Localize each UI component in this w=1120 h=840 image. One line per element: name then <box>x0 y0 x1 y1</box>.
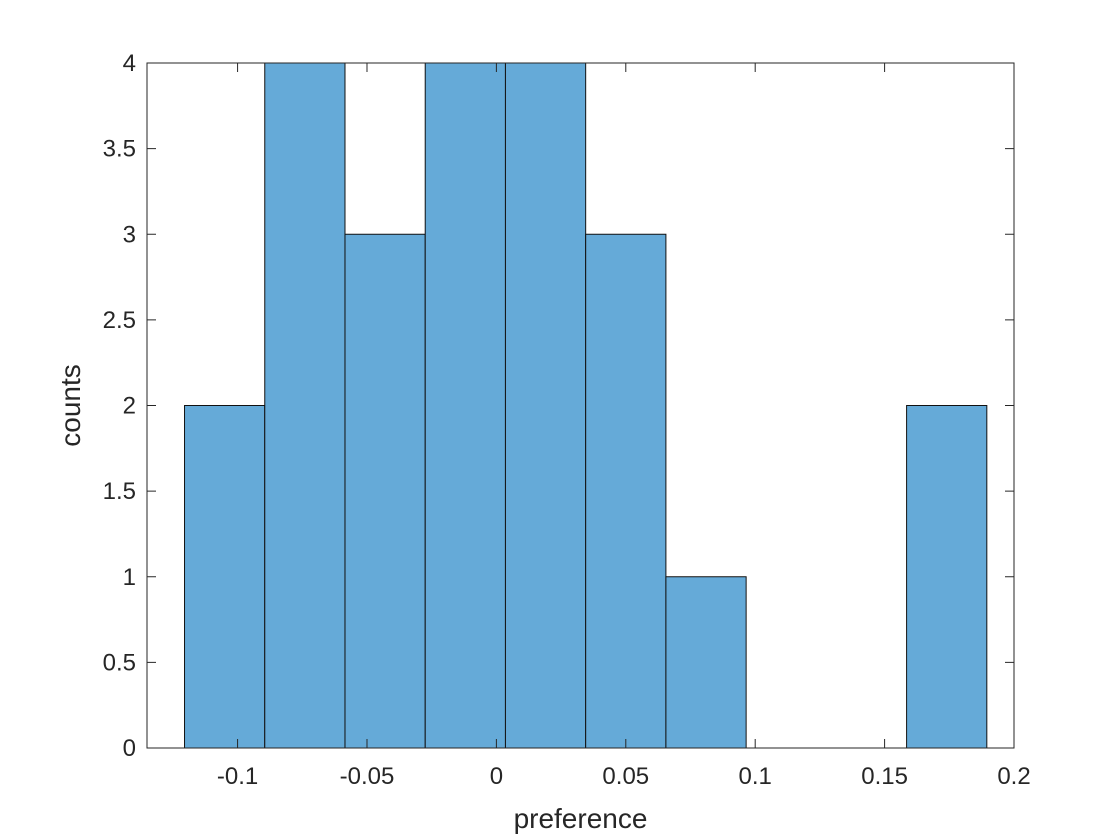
ticks-group <box>147 62 1015 749</box>
x-tick-label: 0.1 <box>739 763 772 790</box>
x-tick-labels: -0.1 -0.05 0 0.05 0.1 0.15 0.2 <box>217 763 1031 790</box>
x-tick-label: 0.05 <box>602 763 649 790</box>
y-tick-label: 2 <box>123 393 136 420</box>
y-tick-label: 3.5 <box>103 136 136 163</box>
bars-group <box>184 62 988 749</box>
y-tick-label: 4 <box>123 50 136 77</box>
x-tick-label: 0.2 <box>997 763 1030 790</box>
x-tick-label: -0.1 <box>217 763 258 790</box>
y-tick-label: 0 <box>123 735 136 762</box>
histogram-bar <box>585 233 667 749</box>
x-tick-label: 0.15 <box>861 763 908 790</box>
x-axis-label: preference <box>514 803 648 834</box>
histogram-bar <box>184 405 266 749</box>
histogram-bar <box>906 405 988 749</box>
y-tick-label: 1.5 <box>103 478 136 505</box>
y-tick-label: 1 <box>123 564 136 591</box>
y-tick-label: 3 <box>123 221 136 248</box>
histogram-bar <box>344 233 426 749</box>
y-axis-label: counts <box>55 364 86 447</box>
x-tick-label: -0.05 <box>340 763 395 790</box>
histogram-bar <box>504 62 587 749</box>
histogram-bar <box>424 62 506 749</box>
histogram-bar <box>264 62 346 749</box>
y-tick-label: 0.5 <box>103 649 136 676</box>
x-tick-label: 0 <box>490 763 503 790</box>
histogram-bar <box>665 576 747 749</box>
y-tick-label: 2.5 <box>103 307 136 334</box>
y-tick-labels: 0 0.5 1 1.5 2 2.5 3 3.5 4 <box>103 50 136 762</box>
